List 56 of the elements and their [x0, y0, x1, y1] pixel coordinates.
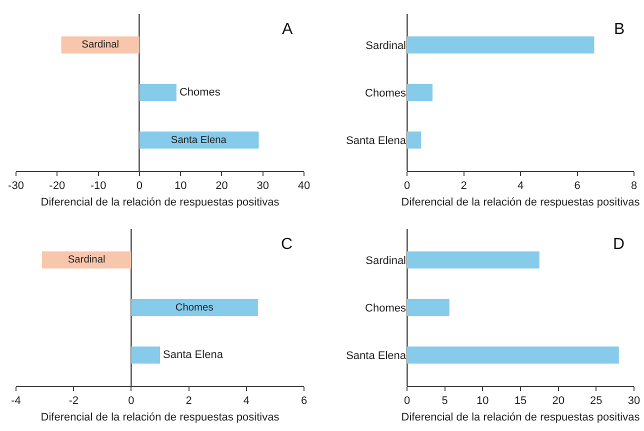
- bar: [42, 251, 132, 268]
- x-tick-label: 2: [186, 395, 192, 408]
- x-tick-label: -30: [8, 180, 24, 192]
- x-axis-title: Diferencial de la relación de respuestas positivas: [401, 196, 640, 208]
- x-tick-label: 0: [404, 395, 410, 408]
- bar: [407, 36, 594, 54]
- category-label: Sardinal: [82, 40, 120, 51]
- bar: [407, 84, 433, 102]
- bar: [407, 251, 540, 268]
- y-tick-label: Sardinal: [366, 254, 406, 267]
- x-tick-label: 30: [256, 180, 269, 192]
- x-tick-label: 0: [404, 180, 410, 192]
- x-tick-label: 15: [514, 395, 527, 408]
- x-tick-label: 6: [574, 180, 580, 192]
- x-tick-label: 4: [517, 180, 524, 192]
- bar: [139, 84, 176, 102]
- y-tick-label: Santa Elena: [346, 350, 407, 362]
- annotation: B: [614, 21, 625, 38]
- x-axis-title: Diferencial de la relación de respuestas positivas: [40, 196, 280, 208]
- bar: [131, 346, 160, 364]
- x-tick-label: 10: [174, 180, 187, 192]
- x-tick-label: 20: [552, 395, 564, 408]
- bar: [407, 346, 619, 364]
- category-label: Sardinal: [68, 254, 106, 266]
- bar: [407, 298, 450, 316]
- bar: [407, 132, 422, 149]
- x-tick-label: 40: [298, 180, 310, 192]
- x-tick-label: 30: [628, 395, 640, 408]
- bar: [131, 298, 258, 316]
- y-tick-label: Santa Elena: [346, 134, 407, 147]
- x-tick-label: 25: [590, 395, 602, 408]
- x-tick-label: 6: [300, 395, 308, 408]
- x-tick-label: 10: [476, 395, 489, 408]
- x-tick-label: -20: [49, 180, 66, 192]
- category-label: Chomes: [179, 86, 220, 98]
- annotation: C: [281, 236, 293, 253]
- x-tick-label: -2: [68, 395, 78, 408]
- category-label: Santa Elena: [163, 349, 223, 362]
- category-label: Santa Elena: [170, 134, 226, 146]
- category-label: Chomes: [175, 302, 214, 314]
- y-tick-label: Chomes: [365, 87, 406, 100]
- x-tick-label: 5: [442, 395, 448, 408]
- x-tick-label: 0: [128, 395, 134, 408]
- y-tick-label: Sardinal: [366, 40, 406, 52]
- x-tick-label: 20: [216, 180, 228, 192]
- x-tick-label: 4: [243, 395, 250, 408]
- x-tick-label: 8: [630, 180, 638, 192]
- x-tick-label: 2: [460, 180, 467, 192]
- y-tick-label: Chomes: [365, 302, 406, 314]
- x-axis-title: Diferencial de la relación de respuestas positivas: [401, 411, 640, 424]
- x-tick-label: -4: [11, 395, 21, 408]
- annotation: A: [282, 21, 293, 38]
- x-tick-label: -10: [90, 180, 106, 192]
- x-tick-label: 0: [136, 180, 142, 192]
- x-axis-title: Diferencial de la relación de respuestas positivas: [40, 411, 280, 424]
- annotation: D: [613, 236, 625, 253]
